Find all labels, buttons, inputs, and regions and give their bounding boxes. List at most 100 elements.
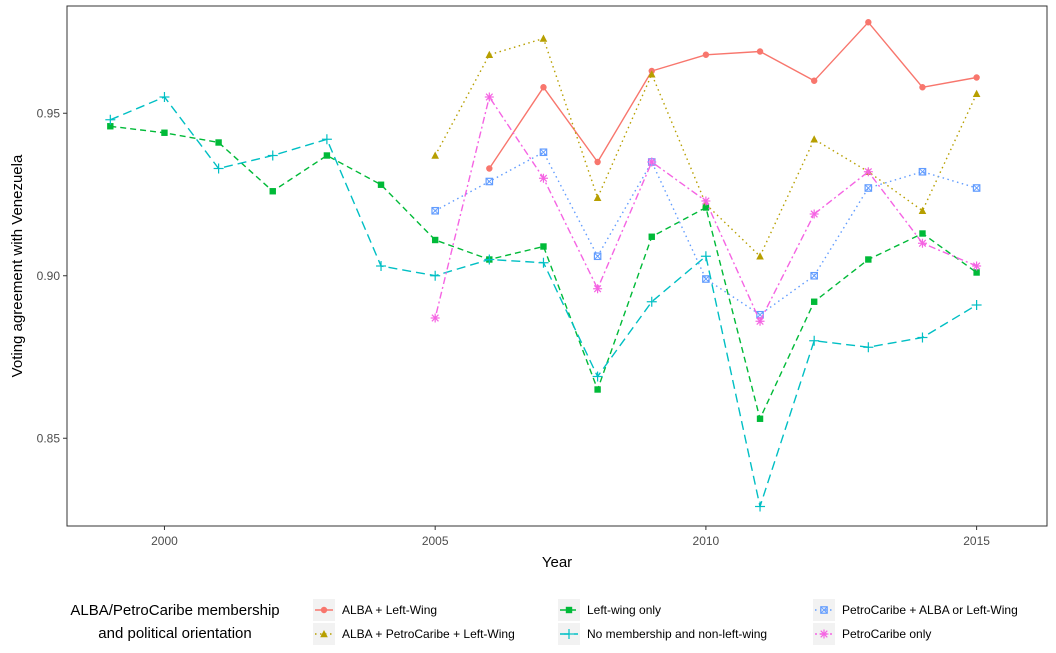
series-3 xyxy=(105,92,982,512)
data-point xyxy=(647,157,657,167)
data-point xyxy=(484,254,495,265)
data-point xyxy=(972,184,981,192)
legend-item: ALBA + PetroCaribe + Left-Wing xyxy=(313,623,515,645)
data-point xyxy=(756,48,764,55)
legend-label: PetroCaribe only xyxy=(842,627,931,641)
data-point xyxy=(485,177,494,186)
x-axis-title: Year xyxy=(542,554,572,571)
legend-item: PetroCaribe only xyxy=(813,623,931,645)
data-point xyxy=(430,313,440,323)
data-point xyxy=(485,50,494,58)
data-point xyxy=(917,238,927,248)
data-point xyxy=(702,51,710,58)
series-2 xyxy=(107,123,980,422)
y-tick-label: 0.90 xyxy=(37,269,61,283)
data-point xyxy=(269,188,276,195)
data-point xyxy=(323,152,331,159)
legend-item: Left-wing only xyxy=(558,599,661,621)
x-tick-label: 2015 xyxy=(963,534,990,548)
data-point xyxy=(431,206,439,215)
x-tick-label: 2005 xyxy=(422,534,449,548)
data-point xyxy=(321,134,332,145)
legend-label: ALBA + Left-Wing xyxy=(342,603,437,617)
series-0 xyxy=(486,19,980,172)
data-point xyxy=(376,261,387,271)
y-axis: 0.85 0.90 0.95 xyxy=(37,106,67,445)
series-layer xyxy=(105,19,982,512)
data-point xyxy=(213,163,224,174)
data-point xyxy=(972,89,981,97)
data-point xyxy=(756,252,764,260)
data-point xyxy=(700,251,711,262)
data-point xyxy=(917,332,928,343)
legend-key-marker xyxy=(564,629,574,639)
data-point xyxy=(593,252,602,261)
data-point xyxy=(755,501,766,512)
data-point xyxy=(809,209,819,219)
legend-title-line-2: and political orientation xyxy=(98,625,251,642)
legend-item: ALBA + Left-Wing xyxy=(313,599,437,621)
data-point xyxy=(161,129,168,136)
data-point xyxy=(594,158,601,166)
data-point xyxy=(865,19,872,26)
data-point xyxy=(539,34,548,42)
data-point xyxy=(702,204,710,211)
data-point xyxy=(593,284,603,294)
data-point xyxy=(646,296,657,307)
data-point xyxy=(701,196,711,206)
data-point xyxy=(973,269,980,276)
data-point xyxy=(484,92,494,102)
series-line xyxy=(488,21,977,169)
x-axis: 2000 2005 2010 2015 xyxy=(151,526,990,548)
legend-key-marker xyxy=(320,606,328,614)
data-point xyxy=(809,335,820,346)
legend-key-marker xyxy=(820,606,828,614)
legend-key-marker xyxy=(819,629,829,639)
data-point xyxy=(486,165,493,172)
series-line xyxy=(110,125,978,420)
legend-keys: ALBA + Left-Wing ALBA + PetroCaribe + Lef… xyxy=(313,599,1018,645)
data-point xyxy=(647,70,656,78)
legend: ALBA/PetroCaribe membership and politica… xyxy=(70,599,1018,645)
data-point xyxy=(919,84,926,91)
data-point xyxy=(755,316,765,326)
data-point xyxy=(973,74,980,81)
legend-item: No membership and non-left-wing xyxy=(558,623,767,645)
data-point xyxy=(431,236,439,244)
y-tick-label: 0.85 xyxy=(37,431,61,445)
data-point xyxy=(267,150,278,161)
data-point xyxy=(540,243,547,250)
data-point xyxy=(810,271,818,280)
data-point xyxy=(810,135,818,143)
data-point xyxy=(538,173,548,183)
x-tick-label: 2010 xyxy=(693,534,720,548)
data-point xyxy=(971,300,982,310)
data-point xyxy=(648,233,655,240)
data-point xyxy=(215,139,222,146)
data-point xyxy=(594,386,601,393)
y-tick-label: 0.95 xyxy=(37,106,61,120)
data-point xyxy=(430,270,441,281)
data-point xyxy=(105,114,116,125)
data-point xyxy=(107,123,114,130)
data-point xyxy=(918,206,927,214)
series-line xyxy=(434,151,977,316)
legend-label: Left-wing only xyxy=(587,603,661,617)
legend-label: No membership and non-left-wing xyxy=(587,627,767,641)
legend-item: PetroCaribe + ALBA or Left-Wing xyxy=(813,599,1018,621)
data-point xyxy=(864,184,873,192)
data-point xyxy=(918,167,927,176)
y-axis-title: Voting agreement with Venezuela xyxy=(9,154,26,377)
data-point xyxy=(592,371,603,382)
plot-panel xyxy=(66,5,1048,527)
legend-key-marker xyxy=(565,606,573,614)
data-point xyxy=(919,230,926,237)
data-point xyxy=(863,342,874,353)
data-point xyxy=(756,415,764,422)
legend-title-line-1: ALBA/PetroCaribe membership xyxy=(70,602,279,619)
data-point xyxy=(863,167,873,177)
data-point xyxy=(593,193,602,201)
data-point xyxy=(540,84,547,91)
x-tick-label: 2000 xyxy=(151,534,178,548)
